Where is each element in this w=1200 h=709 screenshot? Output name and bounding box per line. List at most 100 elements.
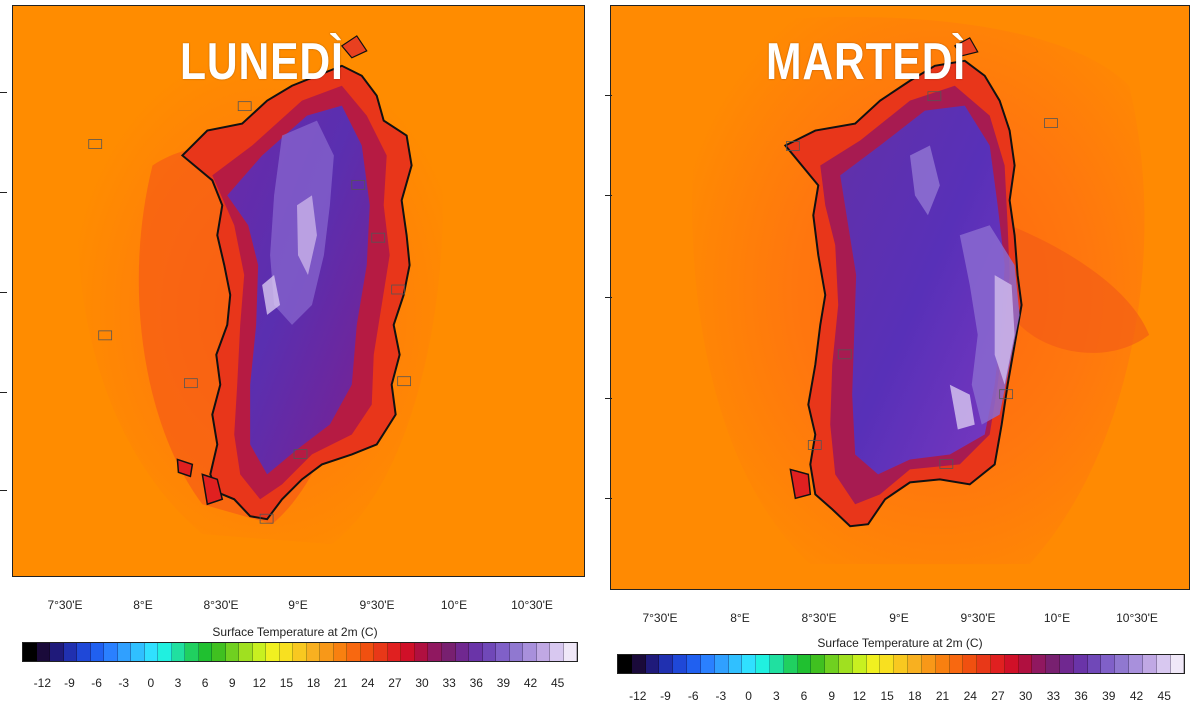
- colorbar-tick-label: -6: [687, 689, 699, 703]
- colorbar-swatch: [1142, 655, 1157, 673]
- colorbar-swatch: [618, 655, 632, 673]
- colorbar-tick-label: 18: [306, 676, 321, 690]
- colorbar-swatch: [63, 643, 78, 661]
- monday-panel: LUNEDÌ 7°30'E 8°E 8°30'E 9°E 9°30'E 10°E…: [0, 0, 590, 709]
- colorbar-swatch: [700, 655, 715, 673]
- colorbar-swatch: [1087, 655, 1102, 673]
- colorbar-swatch: [104, 643, 118, 661]
- colorbar-swatch: [212, 643, 226, 661]
- colorbar-swatch: [659, 655, 674, 673]
- colorbar-tick-label: 3: [174, 676, 182, 690]
- colorbar-swatch: [469, 643, 483, 661]
- colorbar-swatch: [171, 643, 186, 661]
- colorbar-swatch: [563, 643, 578, 661]
- x-tick-label: 7°30'E: [642, 611, 678, 625]
- colorbar-swatch: [550, 643, 564, 661]
- y-tick: [0, 192, 7, 193]
- colorbar-swatch: [509, 643, 524, 661]
- colorbar-swatch: [1004, 655, 1019, 673]
- colorbar-tick-label: 18: [908, 689, 922, 703]
- tuesday-panel: MARTEDÌ 7°30'E 8°E 8°30'E 9°E 9°30'E 10°…: [605, 0, 1195, 709]
- colorbar-swatch: [1046, 655, 1060, 673]
- colorbar-tick-label: 45: [1157, 689, 1171, 703]
- colorbar-swatch: [347, 643, 361, 661]
- colorbar-tick-label: 36: [1074, 689, 1088, 703]
- colorbar-swatch: [797, 655, 812, 673]
- colorbar-swatch: [839, 655, 853, 673]
- colorbar-tick-label: 24: [361, 676, 375, 690]
- colorbar-swatch: [320, 643, 334, 661]
- x-axis-ticks: 7°30'E 8°E 8°30'E 9°E 9°30'E 10°E 10°30'…: [0, 598, 590, 618]
- colorbar-tick-label: 21: [935, 689, 950, 703]
- colorbar-swatch: [977, 655, 991, 673]
- colorbar-swatch: [852, 655, 867, 673]
- colorbar-swatch: [756, 655, 770, 673]
- x-tick-label: 8°E: [133, 598, 153, 612]
- colorbar-tick-labels: -12 -9 -6 -3 0 3 6 9 12 15 18 21 24 27 30 33 36 39 42 45: [22, 676, 578, 692]
- contour-labels: [88, 101, 412, 524]
- colorbar-swatch: [360, 643, 375, 661]
- colorbar-swatch: [1073, 655, 1088, 673]
- colorbar-swatch: [225, 643, 240, 661]
- x-tick-label: 9°E: [889, 611, 909, 625]
- y-tick: [605, 498, 612, 499]
- colorbar-swatch: [333, 643, 348, 661]
- colorbar-tick-label: 12: [852, 689, 867, 703]
- colorbar-tick-label: 27: [388, 676, 402, 690]
- colorbar-tick-label: 9: [228, 676, 236, 690]
- colorbar-tick-label: -9: [660, 689, 671, 703]
- colorbar-tick-label: 45: [550, 676, 565, 690]
- colorbar-tick-label: 9: [828, 689, 836, 703]
- colorbar-tick-label: 24: [963, 689, 977, 703]
- colorbar-swatch: [866, 655, 881, 673]
- colorbar-tick-label: 30: [1018, 689, 1033, 703]
- colorbar-swatch: [1101, 655, 1116, 673]
- colorbar-swatch: [825, 655, 839, 673]
- colorbar-tick-label: 39: [496, 676, 511, 690]
- colorbar-tick-label: 33: [442, 676, 456, 690]
- y-tick: [0, 92, 7, 93]
- x-tick-label: 7°30'E: [47, 598, 83, 612]
- colorbar-tick-label: -9: [64, 676, 75, 690]
- x-axis-ticks: 7°30'E 8°E 8°30'E 9°E 9°30'E 10°E 10°30'…: [605, 611, 1195, 631]
- colorbar-tick-label: 3: [772, 689, 780, 703]
- x-tick-label: 10°E: [1043, 611, 1071, 625]
- colorbar-swatch: [935, 655, 950, 673]
- colorbar-tick-label: -12: [629, 689, 647, 703]
- y-tick: [605, 195, 612, 196]
- colorbar-swatch: [963, 655, 978, 673]
- day-title: MARTEDÌ: [766, 33, 966, 91]
- day-title: LUNEDÌ: [180, 33, 344, 91]
- colorbar-swatch: [158, 643, 172, 661]
- colorbar-swatch: [428, 643, 442, 661]
- colorbar-tick-label: 33: [1046, 689, 1061, 703]
- colorbar-tick-labels: -12 -9 -6 -3 0 3 6 9 12 15 18 21 24 27 30 33 36 39 42 45: [617, 689, 1185, 705]
- colorbar-swatch: [185, 643, 199, 661]
- x-tick-label: 9°30'E: [960, 611, 996, 625]
- y-tick: [605, 297, 612, 298]
- colorbar-tick-label: 36: [469, 676, 483, 690]
- colorbar-tick-label: 6: [800, 689, 808, 703]
- x-tick-label: 10°E: [440, 598, 468, 612]
- colorbar-tick-label: 30: [415, 676, 429, 690]
- colorbar-swatch: [90, 643, 105, 661]
- colorbar-swatch: [536, 643, 551, 661]
- colorbar-swatch: [742, 655, 757, 673]
- colorbar-tick-label: 27: [991, 689, 1005, 703]
- colorbar-swatch: [198, 643, 213, 661]
- temperature-map: MARTEDÌ: [610, 5, 1190, 590]
- colorbar-swatch: [441, 643, 456, 661]
- colorbar-swatch: [673, 655, 688, 673]
- colorbar-tick-label: 42: [1129, 689, 1144, 703]
- map-canvas: [13, 6, 584, 576]
- colorbar-swatch: [374, 643, 388, 661]
- x-tick-label: 8°30'E: [203, 598, 239, 612]
- colorbar-swatch: [908, 655, 922, 673]
- x-tick-label: 9°E: [288, 598, 308, 612]
- colorbar-tick-label: -12: [33, 676, 51, 690]
- colorbar-swatch: [131, 643, 145, 661]
- colorbar-tick-label: 42: [523, 676, 538, 690]
- colorbar-swatch: [23, 643, 37, 661]
- colorbar-swatch: [990, 655, 1005, 673]
- colorbar-swatch: [1018, 655, 1033, 673]
